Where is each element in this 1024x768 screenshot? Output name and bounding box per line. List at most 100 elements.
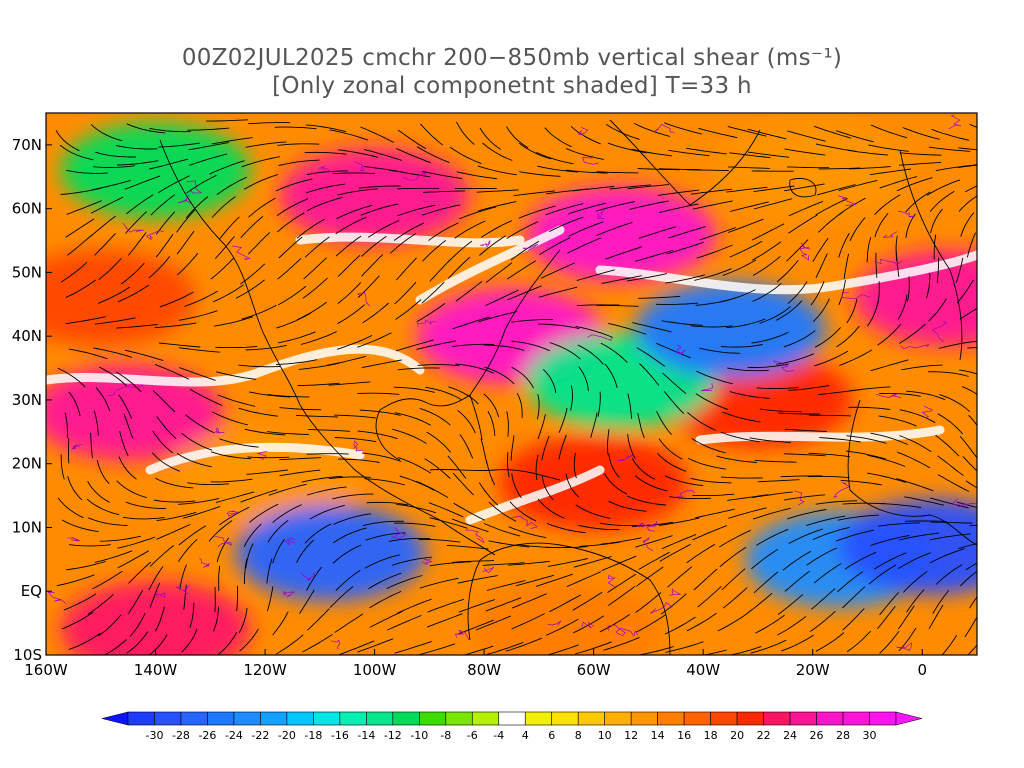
streamline-284 — [395, 299, 422, 320]
streamline-107 — [176, 252, 199, 276]
coastline-0 — [159, 139, 496, 556]
streamline-39 — [90, 432, 93, 459]
streamline-236 — [326, 355, 366, 366]
streamline-161 — [238, 364, 281, 368]
streamline-285 — [395, 339, 434, 352]
streamline-647 — [811, 588, 836, 610]
streamline-290 — [397, 457, 432, 474]
streamline-376 — [518, 142, 552, 160]
streamline-310 — [416, 340, 456, 350]
streamline-199 — [275, 634, 304, 655]
streamline-114 — [181, 432, 213, 451]
streamline-292 — [396, 503, 437, 514]
colorbar-box-28 — [869, 711, 897, 726]
streamline-223 — [307, 608, 330, 631]
streamline-234 — [337, 304, 365, 325]
contour-58 — [331, 639, 341, 650]
contour-5 — [642, 536, 654, 552]
streamline-738 — [937, 413, 964, 435]
streamline-61 — [116, 371, 142, 393]
lon-tick-label-8: 0 — [917, 661, 927, 679]
streamline-558 — [719, 289, 756, 303]
streamline-595 — [751, 548, 779, 570]
streamline-634 — [812, 298, 830, 323]
streamline-119 — [178, 525, 207, 546]
streamline-30 — [90, 215, 116, 237]
streamline-660 — [836, 325, 860, 348]
coastline-6 — [899, 149, 963, 361]
streamline-764 — [959, 436, 977, 459]
colorbar-label-18: 12 — [624, 729, 638, 742]
streamline-113 — [185, 414, 215, 434]
streamline-743 — [930, 521, 973, 524]
streamline-442 — [575, 504, 611, 519]
streamline-247 — [329, 586, 354, 608]
streamline-763 — [968, 414, 977, 427]
streamline-224 — [302, 634, 333, 653]
streamline-562 — [729, 391, 771, 399]
streamline-153 — [243, 174, 279, 190]
streamline-739 — [935, 435, 960, 457]
streamlines — [55, 119, 977, 655]
streamline-95 — [149, 545, 174, 567]
streamline-652 — [848, 166, 891, 170]
streamline-206 — [304, 236, 330, 258]
streamline-209 — [296, 301, 327, 321]
streamline-443 — [578, 524, 620, 531]
contour-63 — [282, 591, 295, 598]
streamline-267 — [366, 501, 409, 506]
streamline-678 — [879, 176, 918, 189]
contour-7 — [465, 529, 485, 544]
streamline-56 — [127, 232, 147, 256]
colorbar-box-13 — [471, 711, 500, 726]
streamline-644 — [812, 526, 850, 541]
streamline-121 — [179, 564, 188, 590]
streamline-557 — [722, 259, 757, 276]
lat-tick-label-6: 10N — [12, 518, 42, 536]
streamline-574 — [728, 645, 762, 655]
contour-0 — [122, 222, 144, 233]
streamline-458 — [596, 304, 639, 307]
streamline-714 — [899, 435, 932, 453]
streamline-334 — [452, 316, 490, 330]
streamline-386 — [511, 366, 534, 389]
streamline-642 — [815, 500, 858, 505]
streamline-198 — [272, 611, 289, 636]
streamline-390 — [507, 452, 510, 478]
streamline-272 — [369, 590, 402, 609]
streamline-636 — [814, 350, 849, 367]
streamline-112 — [189, 388, 223, 406]
streamline-526 — [685, 147, 727, 155]
streamline-94 — [156, 523, 191, 540]
streamline-230 — [335, 216, 367, 235]
streamline-178 — [275, 178, 313, 192]
streamline-152 — [241, 156, 280, 168]
streamline-126 — [211, 137, 253, 145]
streamline-69 — [117, 536, 156, 549]
streamline-416 — [541, 475, 554, 501]
streamline-471 — [607, 573, 637, 593]
streamline-588 — [759, 408, 802, 413]
streamline-541 — [690, 477, 732, 484]
streamline-303 — [423, 190, 466, 193]
streamline-612 — [788, 385, 830, 391]
streamline-725 — [931, 128, 970, 141]
streamline-219 — [304, 523, 332, 544]
streamline-129 — [211, 196, 236, 218]
streamline-214 — [308, 428, 351, 432]
streamline-96 — [148, 566, 164, 591]
streamline-747 — [932, 590, 950, 614]
streamline-770 — [965, 562, 977, 571]
streamline-575 — [747, 128, 787, 140]
streamline-417 — [537, 498, 565, 519]
streamline-609 — [776, 300, 803, 321]
streamline-314 — [426, 431, 452, 453]
lon-tick-label-7: 20W — [796, 661, 830, 679]
streamline-33 — [97, 286, 131, 304]
streamline-581 — [752, 241, 782, 261]
streamline-44 — [99, 535, 141, 542]
streamline-325 — [456, 121, 475, 145]
streamline-133 — [212, 284, 244, 303]
streamline-599 — [750, 639, 787, 654]
streamline-76 — [158, 142, 200, 148]
